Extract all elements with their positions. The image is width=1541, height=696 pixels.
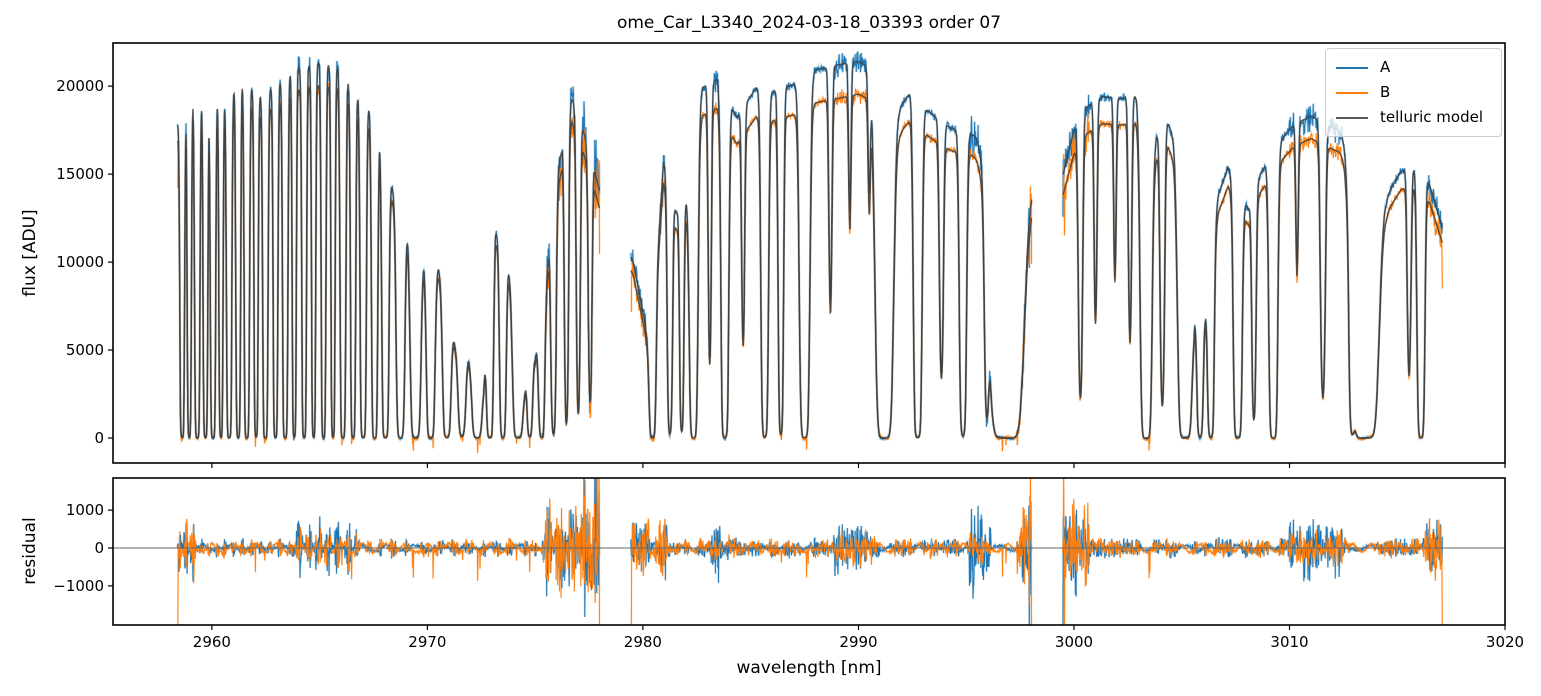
legend-label-b: B: [1380, 83, 1391, 101]
residual-panel-frame: [112, 477, 1506, 626]
xtick-label: 3020: [1486, 633, 1524, 651]
flux-panel-frame: [112, 42, 1506, 464]
wavelength-axis-label: wavelength [nm]: [736, 658, 882, 678]
chart-title: ome_Car_L3340_2024-03-18_03393 order 07: [616, 13, 1002, 33]
flux-axis-label: flux [ADU]: [20, 209, 40, 297]
residual-ytick-label: 1000: [66, 501, 104, 519]
legend-label-telluric: telluric model: [1380, 108, 1484, 126]
legend: A B telluric model: [1325, 48, 1502, 137]
legend-item-telluric: telluric model: [1336, 110, 1491, 125]
legend-item-a: A: [1336, 60, 1491, 75]
residual-a-halo: [176, 478, 1444, 625]
legend-label-a: A: [1380, 58, 1391, 76]
residual-ytick-label: −1000: [53, 577, 104, 595]
xtick-label: 2990: [839, 633, 877, 651]
xtick-label: 2980: [624, 633, 662, 651]
flux-ytick-label: 10000: [56, 253, 104, 271]
residual-axis-label: residual: [20, 517, 40, 585]
telluric-model-b-path: [176, 84, 1443, 439]
series-b-line-swatch: [1336, 91, 1368, 94]
legend-item-b: B: [1336, 85, 1491, 100]
residual-a-path: [176, 478, 1443, 625]
flux-ytick-label: 20000: [56, 77, 104, 95]
flux-ytick-label: 15000: [56, 165, 104, 183]
series-telluric-line-swatch: [1336, 116, 1368, 119]
xtick-label: 3010: [1270, 633, 1308, 651]
flux-panel-data: [176, 51, 1444, 454]
xtick-label: 3000: [1055, 633, 1093, 651]
flux-ytick-label: 5000: [66, 341, 104, 359]
series-a-line-swatch: [1336, 66, 1368, 69]
xtick-label: 2960: [193, 633, 231, 651]
residual-ytick-label: 0: [94, 539, 104, 557]
flux-ytick-label: 0: [94, 429, 104, 447]
xtick-label: 2970: [408, 633, 446, 651]
